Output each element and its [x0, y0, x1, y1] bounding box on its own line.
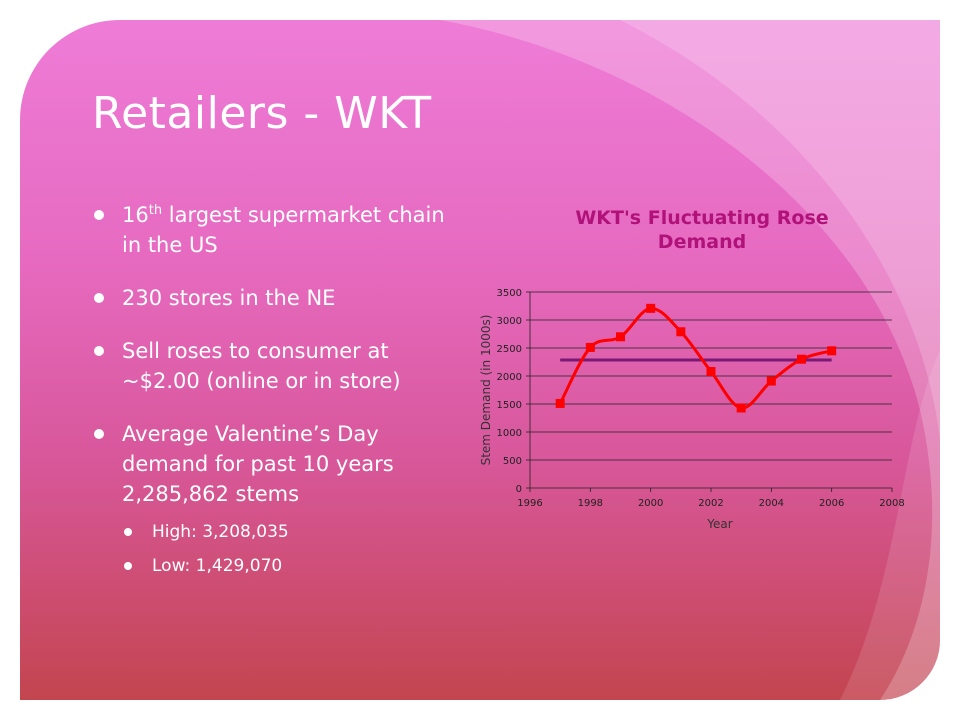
y-tick-label: 500: [503, 456, 522, 467]
sub-bullet-list: High: 3,208,035 Low: 1,429,070: [92, 520, 452, 578]
data-point: [585, 342, 595, 352]
sub-bullet-text: Low: 1,429,070: [152, 556, 283, 576]
bullet-text: Average Valentine’s Day demand for past …: [122, 422, 394, 506]
data-point: [827, 346, 837, 356]
x-axis-label: Year: [706, 517, 732, 531]
x-tick-label: 2008: [879, 498, 904, 509]
y-tick-label: 0: [516, 484, 522, 495]
data-point: [797, 354, 806, 364]
chart-title-line: WKT's Fluctuating Rose: [575, 207, 828, 229]
y-tick-label: 2500: [497, 344, 522, 355]
y-tick-label: 1000: [497, 428, 522, 439]
slide: Retailers - WKT 16th largest supermarket…: [20, 20, 940, 700]
x-axis-ticks: 1996 1998 2000 2002 2004 2006 2008: [517, 498, 904, 509]
chart-series: [555, 303, 837, 413]
y-tick-label: 2000: [497, 372, 522, 383]
bullet-prefix: 16: [122, 203, 149, 227]
data-point: [766, 376, 776, 386]
x-tick-label: 2002: [698, 498, 723, 509]
bullet-dot-icon: [94, 346, 104, 356]
bullet-dot-icon: [94, 429, 104, 439]
y-tick-label: 1500: [497, 400, 522, 411]
bullet-dot-icon: [94, 210, 104, 220]
x-tick-label: 2000: [638, 498, 663, 509]
bullet-item: 230 stores in the NE: [92, 283, 452, 313]
bullet-item: 16th largest supermarket chain in the US: [92, 200, 452, 260]
x-tick-label: 1996: [517, 498, 542, 509]
chart-title-line: Demand: [658, 231, 746, 253]
slide-decoration: [440, 20, 940, 700]
bullet-item: Average Valentine’s Day demand for past …: [92, 419, 452, 509]
data-point: [555, 398, 565, 408]
rose-demand-chart: WKT's Fluctuating Rose Demand 0 500 1000 150…: [479, 207, 905, 531]
bullet-dot-icon: [94, 293, 104, 303]
chart-title: WKT's Fluctuating Rose Demand: [575, 207, 828, 253]
y-tick-label: 3500: [497, 288, 522, 299]
data-point: [706, 367, 716, 377]
demand-line: [558, 306, 833, 410]
data-point: [736, 403, 746, 413]
y-axis-ticks: 0 500 1000 1500 2000 2500 3000 3500: [497, 288, 522, 495]
sub-bullet-text: High: 3,208,035: [152, 522, 289, 542]
data-point: [616, 332, 625, 342]
x-tick-label: 2004: [759, 498, 784, 509]
x-tick-label: 1998: [578, 498, 603, 509]
bullet-dot-icon: [124, 562, 132, 570]
x-tick-label: 2006: [819, 498, 844, 509]
bullet-dot-icon: [124, 528, 132, 536]
bullet-text: largest supermarket chain in the US: [122, 203, 445, 257]
bullet-text: 230 stores in the NE: [122, 286, 336, 310]
bullet-text: Sell roses to consumer at ~$2.00 (online…: [122, 339, 401, 393]
sub-bullet-item: Low: 1,429,070: [122, 554, 452, 578]
y-axis-label: Stem Demand (in 1000s): [479, 315, 493, 466]
page-title: Retailers - WKT: [92, 88, 432, 139]
y-tick-label: 3000: [497, 316, 522, 327]
data-point: [676, 327, 686, 337]
data-point: [646, 303, 656, 313]
bullet-superscript: th: [148, 203, 163, 218]
sub-bullet-item: High: 3,208,035: [122, 520, 452, 544]
bullet-list: 16th largest supermarket chain in the US…: [92, 200, 452, 588]
bullet-item: Sell roses to consumer at ~$2.00 (online…: [92, 336, 452, 396]
chart-grid: [526, 291, 893, 492]
